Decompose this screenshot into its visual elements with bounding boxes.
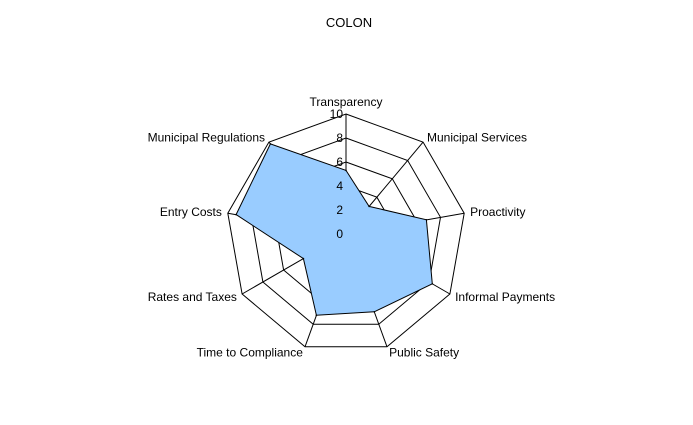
data-point <box>368 205 370 208</box>
category-labels: Transparency Municipal Services Proactivit… <box>148 95 556 359</box>
tick-label: 0 <box>336 227 343 241</box>
data-point <box>431 283 434 285</box>
grid-ring <box>227 113 465 348</box>
data-point <box>373 311 376 313</box>
tick-label: 8 <box>336 131 343 145</box>
category-label: Municipal Regulations <box>148 131 265 145</box>
data-point <box>302 257 305 260</box>
data-point <box>345 169 347 172</box>
data-point <box>235 213 237 216</box>
category-label: Proactivity <box>470 205 525 219</box>
category-label: Rates and Taxes <box>148 290 237 304</box>
chart-title: COLON <box>326 15 372 30</box>
radial-ticks: 0 2 4 6 8 10 <box>330 107 344 241</box>
tick-label: 6 <box>336 155 343 169</box>
tick-label: 4 <box>336 179 343 193</box>
data-point <box>315 314 318 317</box>
category-label: Informal Payments <box>455 290 555 304</box>
category-label: Municipal Services <box>427 131 527 145</box>
category-label: Transparency <box>310 95 383 109</box>
category-label: Public Safety <box>389 345 459 359</box>
category-label: Entry Costs <box>160 205 222 219</box>
tick-label: 10 <box>330 107 344 121</box>
radar-series <box>235 143 434 317</box>
series-area <box>235 143 433 316</box>
data-point <box>269 143 272 145</box>
category-label: Time to Compliance <box>197 345 304 359</box>
tick-label: 2 <box>336 203 343 217</box>
data-point <box>425 219 428 221</box>
